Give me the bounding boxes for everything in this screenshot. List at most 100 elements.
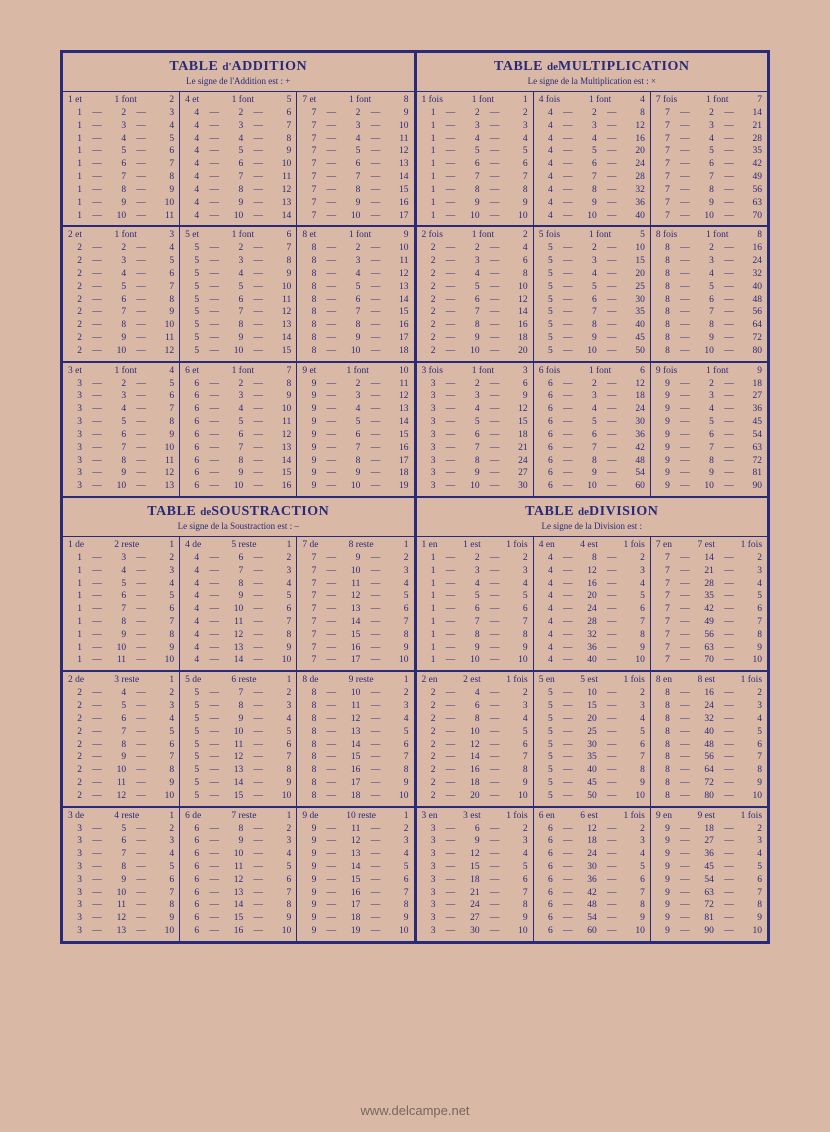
table-row: 9—12—3: [302, 835, 408, 848]
division-header: TABLE deDIVISION Le signe de la Division…: [417, 498, 768, 536]
multiplication-title: TABLE deMULTIPLICATION: [421, 59, 764, 75]
table-row: 5—4—9: [185, 268, 291, 281]
table-row: 5—40—8: [539, 764, 645, 777]
cell-header: 5 fois1 font5: [539, 230, 645, 240]
table-row: 3—11—8: [68, 899, 174, 912]
table-row: 4—10—40: [539, 210, 645, 223]
table-row: 4—6—2: [185, 552, 291, 565]
table-row: 1—10—9: [68, 642, 174, 655]
table-row: 1—8—8: [422, 629, 528, 642]
table-row: 1—10—10: [422, 654, 528, 667]
table-row: 4—3—7: [185, 120, 291, 133]
grid-row: 1 de2 reste11—3—21—4—31—5—41—6—51—7—61—8…: [63, 536, 767, 670]
table-row: 1—9—8: [68, 629, 174, 642]
table-row: 3—6—9: [68, 429, 174, 442]
table-row: 8—18—10: [302, 790, 408, 803]
table-row: 9—63—7: [656, 887, 762, 900]
table-row: 1—5—4: [68, 578, 174, 591]
table-row: 5—13—8: [185, 764, 291, 777]
table-row: 7—9—16: [302, 197, 408, 210]
table-row: 3—18—6: [422, 874, 528, 887]
table-row: 8—3—11: [302, 255, 408, 268]
table-row: 1—5—5: [422, 145, 528, 158]
grid-row: 2 et1 font32—2—42—3—52—4—62—5—72—6—82—7—…: [63, 225, 767, 360]
cell-header: 6 et1 font7: [185, 366, 291, 376]
table-row: 2—6—4: [68, 713, 174, 726]
table-row: 8—10—2: [302, 687, 408, 700]
table-row: 7—5—35: [656, 145, 762, 158]
table-row: 6—60—10: [539, 925, 645, 938]
cell-header: 3 de4 reste1: [68, 811, 174, 821]
table-row: 5—15—10: [185, 790, 291, 803]
table-cell: 5 et1 font65—2—75—3—85—4—95—5—105—6—115—…: [180, 227, 297, 360]
table-cell: 3 de4 reste13—5—23—6—33—7—43—8—53—9—63—1…: [63, 808, 180, 941]
table-cell: 7 en7 est1 fois7—14—27—21—37—28—47—35—57…: [651, 537, 767, 670]
cell-header: 6 fois1 font6: [539, 366, 645, 376]
table-row: 9—9—18: [302, 467, 408, 480]
table-row: 6—10—60: [539, 480, 645, 493]
table-row: 9—2—18: [656, 378, 762, 391]
table-row: 8—10—18: [302, 345, 408, 358]
table-row: 9—7—16: [302, 442, 408, 455]
table-row: 8—9—17: [302, 332, 408, 345]
table-row: 8—3—24: [656, 255, 762, 268]
table-row: 9—13—4: [302, 848, 408, 861]
table-row: 3—2—6: [422, 378, 528, 391]
table-row: 3—8—5: [68, 861, 174, 874]
table-row: 9—18—2: [656, 823, 762, 836]
table-row: 3—9—27: [422, 467, 528, 480]
table-row: 8—72—9: [656, 777, 762, 790]
table-row: 9—72—8: [656, 899, 762, 912]
table-row: 7—42—6: [656, 603, 762, 616]
table-row: 4—24—6: [539, 603, 645, 616]
table-row: 1—10—10: [422, 210, 528, 223]
cell-header: 4 fois1 font4: [539, 95, 645, 105]
table-row: 8—7—15: [302, 306, 408, 319]
table-row: 5—14—9: [185, 777, 291, 790]
table-row: 6—15—9: [185, 912, 291, 925]
table-row: 7—56—8: [656, 629, 762, 642]
table-row: 6—18—3: [539, 835, 645, 848]
cell-header: 1 en1 est1 fois: [422, 540, 528, 550]
table-row: 8—9—72: [656, 332, 762, 345]
table-row: 8—2—16: [656, 242, 762, 255]
table-row: 3—5—2: [68, 823, 174, 836]
table-row: 6—6—12: [185, 429, 291, 442]
cell-header: 2 de3 reste1: [68, 675, 174, 685]
table-row: 7—15—8: [302, 629, 408, 642]
table-row: 8—40—5: [656, 726, 762, 739]
table-cell: 9 de10 reste19—11—29—12—39—13—49—14—59—1…: [297, 808, 416, 941]
table-row: 3—8—11: [68, 455, 174, 468]
table-row: 6—4—24: [539, 403, 645, 416]
table-row: 4—7—28: [539, 171, 645, 184]
table-row: 2—12—10: [68, 790, 174, 803]
cell-header: 5 et1 font6: [185, 230, 291, 240]
table-row: 6—11—5: [185, 861, 291, 874]
table-row: 1—4—4: [422, 133, 528, 146]
table-row: 1—4—5: [68, 133, 174, 146]
table-row: 9—18—9: [302, 912, 408, 925]
table-cell: 6 en6 est1 fois6—12—26—18—36—24—46—30—56…: [534, 808, 651, 941]
cell-header: 8 en8 est1 fois: [656, 675, 762, 685]
table-row: 7—7—14: [302, 171, 408, 184]
table-row: 1—4—4: [422, 578, 528, 591]
table-row: 6—2—8: [185, 378, 291, 391]
table-row: 4—11—7: [185, 616, 291, 629]
table-row: 6—8—14: [185, 455, 291, 468]
table-row: 6—8—48: [539, 455, 645, 468]
table-row: 5—3—8: [185, 255, 291, 268]
table-row: 7—2—14: [656, 107, 762, 120]
table-row: 4—8—12: [185, 184, 291, 197]
table-row: 4—12—8: [185, 629, 291, 642]
table-row: 9—5—45: [656, 416, 762, 429]
table-row: 8—2—10: [302, 242, 408, 255]
table-row: 2—10—8: [68, 764, 174, 777]
table-row: 9—8—72: [656, 455, 762, 468]
table-row: 9—27—3: [656, 835, 762, 848]
table-row: 2—8—6: [68, 739, 174, 752]
table-row: 6—5—11: [185, 416, 291, 429]
cell-header: 2 et1 font3: [68, 230, 174, 240]
table-row: 5—8—3: [185, 700, 291, 713]
table-row: 8—6—14: [302, 294, 408, 307]
table-row: 5—9—45: [539, 332, 645, 345]
